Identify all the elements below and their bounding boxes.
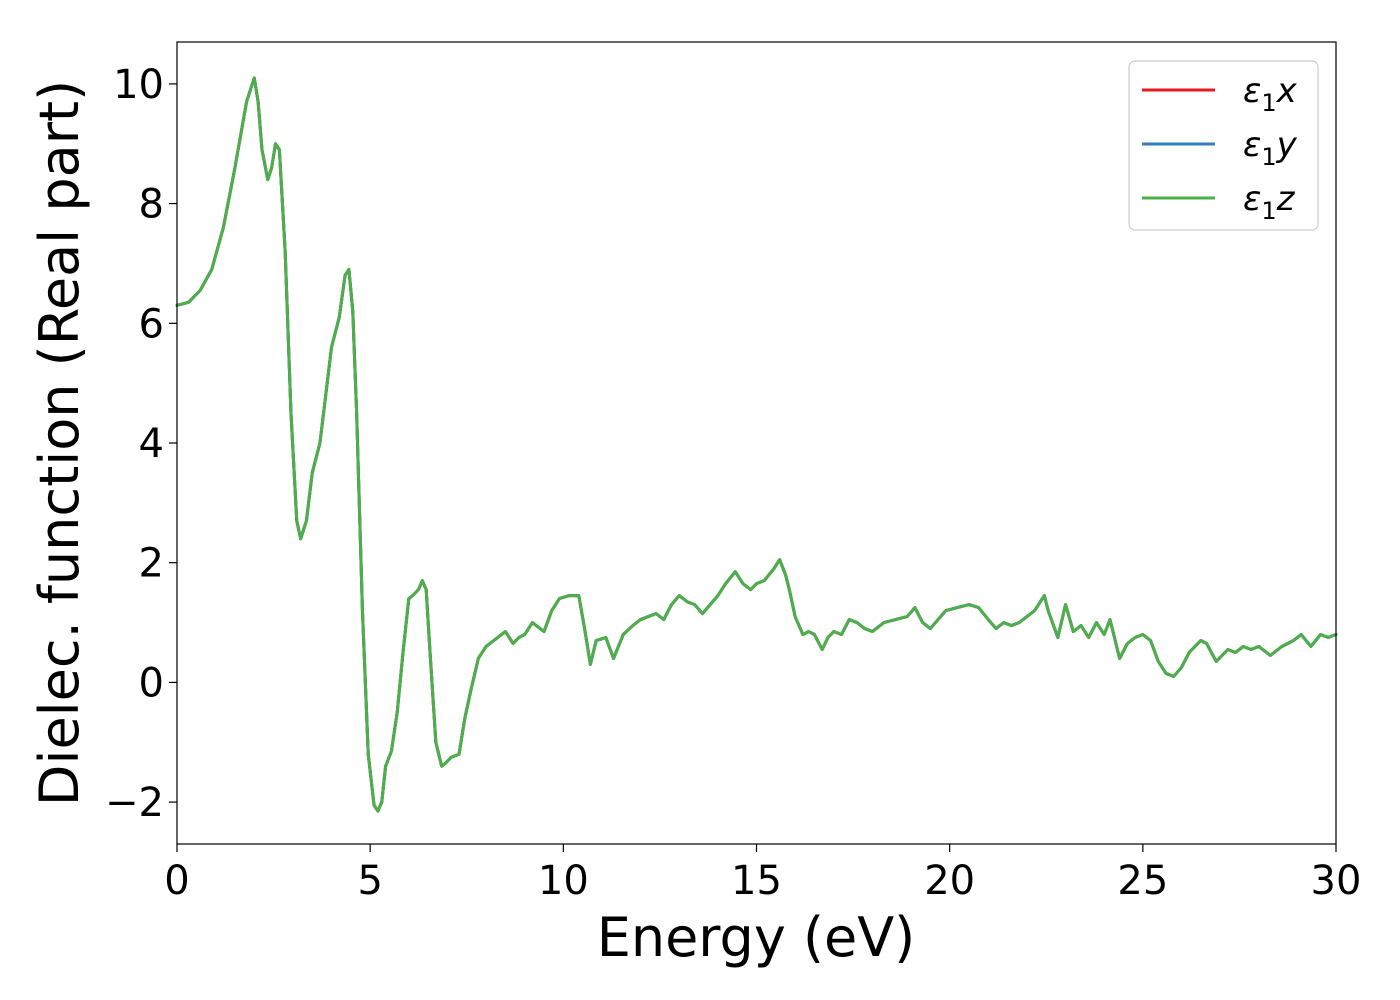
legend-box (1128, 60, 1319, 231)
y-tick-label: 6 (139, 301, 164, 347)
x-axis-label: Energy (eV) (597, 906, 916, 969)
legend-label-y: ε1y (1243, 125, 1298, 171)
x-tick-label: 5 (357, 858, 382, 904)
series-line-z (175, 76, 1338, 813)
y-axis-label: Dielec. function (Real part) (28, 80, 91, 806)
x-tick-label: 15 (731, 858, 782, 904)
y-tick-label: −2 (105, 780, 164, 826)
y-tick-label: 4 (139, 421, 164, 467)
y-axis-ticks: −2 0 2 4 6 8 10 (105, 62, 177, 826)
y-tick-label: 10 (113, 62, 164, 108)
y-tick-label: 0 (139, 660, 164, 706)
legend: ε1x ε1y ε1z (1128, 60, 1319, 231)
x-tick-label: 20 (924, 858, 975, 904)
x-tick-label: 25 (1117, 858, 1168, 904)
legend-label-x: ε1x (1243, 71, 1298, 117)
series-layer (175, 76, 1338, 813)
y-tick-label: 2 (139, 541, 164, 587)
x-axis-ticks: 0 5 10 15 20 25 30 (164, 844, 1361, 904)
x-tick-label: 30 (1311, 858, 1362, 904)
legend-label-z: ε1z (1243, 179, 1296, 225)
y-tick-label: 8 (139, 182, 164, 228)
x-tick-label: 0 (164, 858, 189, 904)
x-tick-label: 10 (538, 858, 589, 904)
